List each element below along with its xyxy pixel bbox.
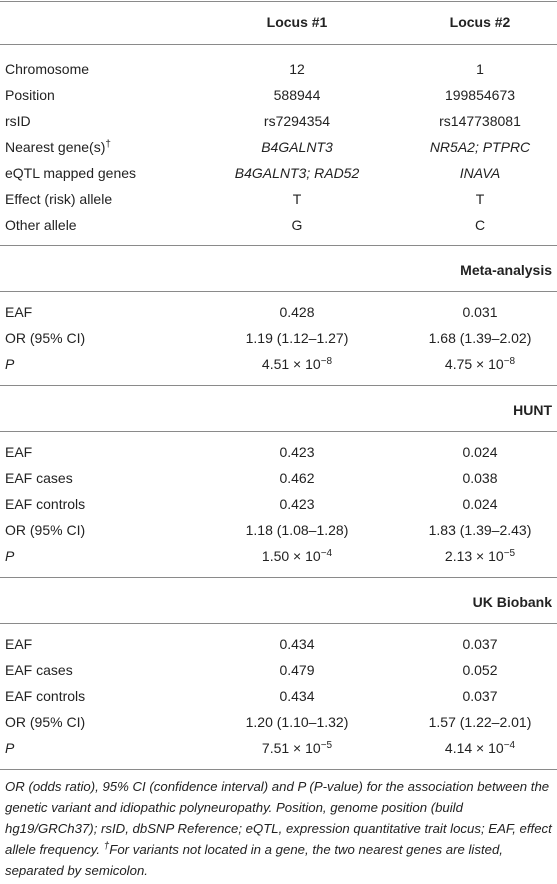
section-title: UK Biobank — [472, 594, 552, 610]
cell-value: 0.462 — [279, 470, 315, 486]
cell-value: 199854673 — [444, 87, 516, 103]
superscript: † — [105, 139, 111, 150]
cell-value: 1 — [476, 61, 484, 77]
footnote: OR (odds ratio), 95% CI (confidence inte… — [5, 776, 553, 881]
header-rule — [0, 44, 557, 45]
cell-value: 0.037 — [462, 636, 498, 652]
cell-text: 4.14 × 10 — [444, 740, 504, 756]
row-label: OR (95% CI) — [5, 330, 86, 346]
row-label: P — [5, 740, 15, 756]
cell-value: 0.423 — [279, 496, 315, 512]
rule-line — [0, 245, 557, 246]
superscript: −4 — [503, 740, 516, 751]
row-label: eQTL mapped genes — [5, 165, 137, 181]
row-label: Chromosome — [5, 61, 90, 77]
row-label: EAF cases — [5, 470, 73, 486]
section-title: HUNT — [513, 402, 552, 418]
superscript: −8 — [503, 356, 516, 367]
cell-text: 4.51 × 10 — [261, 356, 321, 372]
row-label: EAF — [5, 444, 33, 460]
rule-line — [0, 623, 557, 624]
column-header: Locus #2 — [449, 14, 511, 30]
row-label: Effect (risk) allele — [5, 191, 113, 207]
cell-value: C — [474, 217, 486, 233]
cell-value: 0.031 — [462, 304, 498, 320]
cell-value: 7.51 × 10−5 — [207, 735, 387, 761]
row-label: EAF cases — [5, 662, 73, 678]
cell-value: T — [292, 191, 302, 207]
rule-line — [0, 577, 557, 578]
cell-value: 4.14 × 10−4 — [390, 735, 557, 761]
cell-value: 0.479 — [279, 662, 315, 678]
cell-value: 1.83 (1.39–2.43) — [428, 522, 532, 538]
column-header: Locus #1 — [266, 14, 328, 30]
cell-value: 0.037 — [462, 688, 498, 704]
cell-value: rs7294354 — [263, 113, 331, 129]
cell-value: 0.428 — [279, 304, 315, 320]
cell-value: INAVA — [459, 165, 501, 181]
cell-value: 0.038 — [462, 470, 498, 486]
superscript: −5 — [503, 548, 516, 559]
cell-value: 4.75 × 10−8 — [390, 351, 557, 377]
row-label: Other allele — [5, 217, 77, 233]
rule-line — [0, 385, 557, 386]
cell-value: G — [291, 217, 303, 233]
superscript: −8 — [320, 356, 333, 367]
cell-value: 1.19 (1.12–1.27) — [245, 330, 349, 346]
superscript: −5 — [320, 740, 333, 751]
row-label: P — [5, 548, 15, 564]
footnote-dagger: † — [103, 841, 110, 852]
row-label: Position — [5, 87, 55, 103]
footnote-text: OR (odds ratio), 95% CI (confidence inte… — [5, 779, 552, 857]
row-label: EAF controls — [5, 496, 86, 512]
rule-line — [0, 431, 557, 432]
cell-text: 2.13 × 10 — [444, 548, 504, 564]
row-label: OR (95% CI) — [5, 714, 86, 730]
cell-value: 0.434 — [279, 688, 315, 704]
cell-value: T — [475, 191, 485, 207]
cell-value: 12 — [289, 61, 305, 77]
row-label: P — [5, 356, 15, 372]
row-label: OR (95% CI) — [5, 522, 86, 538]
cell-value: 1.50 × 10−4 — [207, 543, 387, 569]
cell-value: 1.18 (1.08–1.28) — [245, 522, 349, 538]
row-label: Nearest gene(s)† — [5, 134, 111, 160]
rule-line — [0, 291, 557, 292]
cell-value: 0.052 — [462, 662, 498, 678]
footnote-text: For variants not located in a gene, the … — [5, 842, 503, 878]
cell-value: 2.13 × 10−5 — [390, 543, 557, 569]
cell-text: 1.50 × 10 — [261, 548, 321, 564]
superscript: −4 — [320, 548, 333, 559]
cell-value: B4GALNT3; RAD52 — [234, 165, 360, 181]
row-label: rsID — [5, 113, 31, 129]
cell-value: 4.51 × 10−8 — [207, 351, 387, 377]
cell-value: 0.024 — [462, 496, 498, 512]
top-rule — [0, 1, 557, 2]
cell-text: Nearest gene(s) — [5, 139, 106, 155]
row-label: EAF controls — [5, 688, 86, 704]
cell-value: 1.68 (1.39–2.02) — [428, 330, 532, 346]
row-label: EAF — [5, 304, 33, 320]
section-title: Meta-analysis — [460, 262, 552, 278]
cell-text: 4.75 × 10 — [444, 356, 504, 372]
cell-value: 0.024 — [462, 444, 498, 460]
cell-value: 0.434 — [279, 636, 315, 652]
cell-text: 7.51 × 10 — [261, 740, 321, 756]
cell-value: 1.20 (1.10–1.32) — [245, 714, 349, 730]
cell-value: rs147738081 — [439, 113, 521, 129]
cell-value: 588944 — [273, 87, 321, 103]
cell-value: 1.57 (1.22–2.01) — [428, 714, 532, 730]
cell-value: 0.423 — [279, 444, 315, 460]
cell-value: B4GALNT3 — [261, 139, 333, 155]
rule-line — [0, 769, 557, 770]
cell-value: NR5A2; PTPRC — [429, 139, 531, 155]
row-label: EAF — [5, 636, 33, 652]
